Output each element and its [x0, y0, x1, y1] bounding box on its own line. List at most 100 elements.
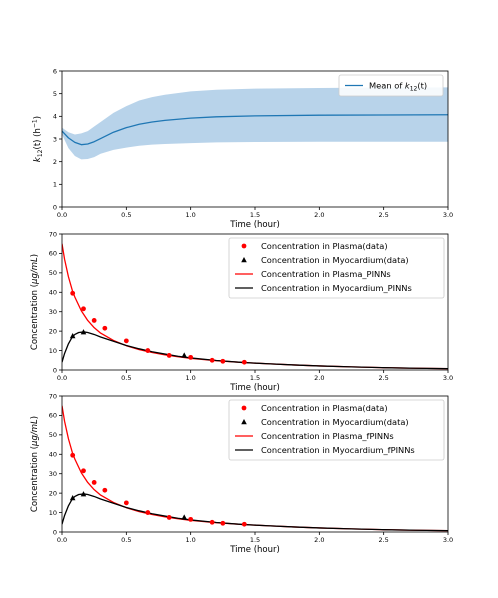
y-axis-label: Concentration (μg/mL) [30, 416, 40, 512]
legend-swatch [241, 419, 247, 425]
x-tick-label: 3.0 [443, 211, 453, 219]
data-point-plasma [145, 510, 151, 515]
data-point-plasma [166, 515, 172, 520]
y-label-part: −1 [32, 119, 39, 128]
x-tick-label: 0.0 [57, 211, 67, 219]
y-label-part: Concentration ( [30, 446, 40, 512]
data-point-plasma [91, 480, 97, 485]
legend-label: Concentration in Plasma(data) [261, 403, 388, 413]
data-point-myocardium [69, 333, 76, 339]
y-tick-label: 60 [49, 250, 57, 258]
y-tick-label: 20 [49, 489, 57, 497]
y-tick-label: 20 [49, 327, 57, 335]
y-label-part: μg/mL [30, 257, 40, 285]
y-label-part: ) [33, 116, 43, 119]
x-axis-label: Time (hour) [229, 220, 280, 230]
data-point-plasma [220, 520, 226, 526]
y-tick-label: 0 [53, 366, 57, 374]
data-point-plasma [81, 306, 86, 312]
y-tick-label: 2 [53, 158, 57, 166]
legend-swatch [241, 405, 247, 411]
y-tick-label: 3 [53, 135, 57, 143]
x-tick-label: 2.0 [314, 374, 324, 382]
x-tick-label: 2.0 [314, 536, 324, 544]
y-tick-label: 30 [49, 470, 57, 478]
data-point-plasma [220, 358, 226, 364]
data-point-plasma [102, 325, 108, 331]
plot-area [62, 243, 448, 370]
y-tick-label: 60 [49, 412, 57, 420]
legend-label: Concentration in Myocardium(data) [261, 255, 409, 265]
data-point-plasma [241, 359, 247, 365]
data-point-myocardium [181, 352, 188, 358]
y-tick-label: 10 [49, 509, 57, 517]
x-tick-label: 1.5 [250, 536, 260, 544]
x-axis-label: Time (hour) [229, 545, 280, 555]
legend-label-part: k [405, 81, 411, 91]
x-tick-label: 2.0 [314, 211, 324, 219]
y-tick-label: 1 [53, 181, 57, 189]
plot-area [62, 405, 448, 532]
x-tick-label: 0.5 [121, 374, 131, 382]
y-tick-label: 30 [49, 308, 57, 316]
legend-label: Concentration in Myocardium_PINNs [261, 283, 412, 293]
x-tick-label: 0.0 [57, 536, 67, 544]
data-point-myocardium [181, 514, 188, 520]
y-label-part: k [33, 156, 43, 162]
x-tick-label: 1.5 [250, 211, 260, 219]
legend-label-part: (t) [417, 81, 427, 91]
y-tick-label: 40 [49, 451, 57, 459]
data-point-plasma [91, 318, 97, 323]
y-tick-label: 50 [49, 431, 57, 439]
data-point-plasma [70, 290, 76, 296]
chart-panel-2: 0.0 0.5 1.0 1.5 2.0 2.5 3.0 0 10 20 30 40 50 60 70 Time… [30, 230, 453, 393]
legend-label: Concentration in Myocardium_fPINNs [261, 445, 415, 455]
legend-label-part: 12 [410, 86, 418, 93]
y-tick-label: 6 [53, 67, 57, 75]
data-point-plasma [166, 353, 172, 358]
y-label-part: 12 [37, 149, 44, 157]
legend-label: Mean of k12(t) [369, 81, 427, 93]
y-tick-label: 70 [49, 392, 57, 400]
data-point-plasma [81, 468, 86, 474]
y-axis-label: Concentration (μg/mL) [30, 254, 40, 350]
x-tick-label: 2.5 [378, 536, 388, 544]
legend-box [338, 74, 444, 97]
data-point-plasma [188, 354, 194, 360]
x-tick-label: 1.0 [185, 536, 195, 544]
y-tick-label: 0 [53, 203, 57, 211]
series-line-4 [62, 493, 448, 532]
y-tick-label: 50 [49, 269, 57, 277]
data-point-plasma [209, 357, 215, 363]
y-tick-label: 4 [53, 113, 57, 121]
plot-area [62, 87, 448, 160]
data-point-plasma [241, 521, 247, 527]
y-tick-label: 0 [53, 528, 57, 536]
data-point-plasma [188, 516, 194, 522]
x-tick-label: 0.5 [121, 211, 131, 219]
x-tick-label: 0.0 [57, 374, 67, 382]
legend-label: Concentration in Plasma_PINNs [261, 269, 391, 279]
series-line-1 [62, 114, 448, 146]
x-tick-label: 1.5 [250, 374, 260, 382]
data-point-myocardium [69, 495, 76, 501]
chart-panel-3: 0.0 0.5 1.0 1.5 2.0 2.5 3.0 0 10 20 30 40 50 60 70 Time… [30, 392, 453, 555]
y-tick-label: 40 [49, 289, 57, 297]
y-label-part: μg/mL [30, 419, 40, 447]
x-tick-label: 2.5 [378, 374, 388, 382]
y-tick-label: 10 [49, 347, 57, 355]
y-tick-label: 5 [53, 90, 57, 98]
uncertainty-band [62, 87, 448, 160]
y-label-part: ) [30, 416, 40, 419]
series-line-4 [62, 331, 448, 370]
y-axis-label: k12(t) (hh−1) [32, 116, 45, 162]
y-label-part: ) [30, 254, 40, 257]
data-point-plasma [102, 487, 108, 493]
legend-swatch [241, 243, 247, 249]
x-tick-label: 3.0 [443, 374, 453, 382]
legend-box [228, 237, 445, 299]
y-label-part: (t) (h [33, 128, 43, 149]
y-tick-label: 70 [49, 230, 57, 238]
